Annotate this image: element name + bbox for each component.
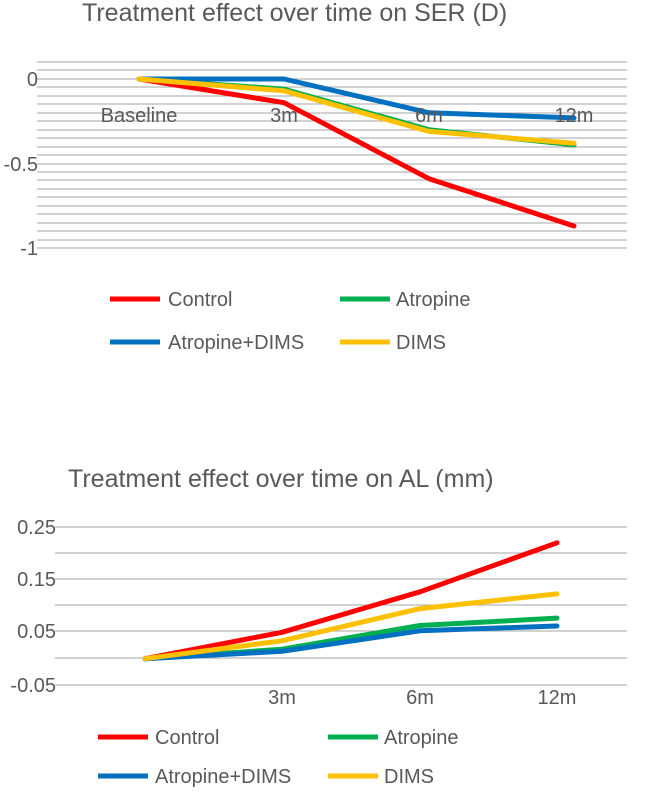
legend-item: Atropine [328,727,459,749]
y-tick-label: -1 [20,238,38,260]
series-lines [142,540,560,662]
series-line-atropine-dims [142,623,560,662]
series-line-control [142,540,560,662]
gridlines [55,526,627,686]
series-line-dims [142,591,560,662]
legend-label: Control [168,289,232,311]
legend-item: DIMS [340,332,446,354]
chart-title: Treatment effect over time on SER (D) [82,0,507,27]
x-tick-label: 6m [406,687,434,709]
legend-label: DIMS [384,766,434,788]
legend-item: Atropine [340,289,471,311]
y-tick-label: 0.25 [17,517,56,539]
legend-label: Atropine+DIMS [168,332,304,354]
legend-label: Atropine [384,727,459,749]
y-tick-label: -0.05 [10,675,56,697]
legend-item: Atropine+DIMS [98,766,291,788]
y-tick-label: 0 [27,69,38,91]
x-tick-label: 6m [415,105,443,127]
legend-item: Control [110,289,232,311]
y-tick-label: 0.05 [17,621,56,643]
y-tick-label: -0.5 [4,154,38,176]
x-tick-label: 3m [270,105,298,127]
series-line-atropine-dims [136,76,577,121]
legend-label: DIMS [396,332,446,354]
x-tick-label: 12m [538,687,577,709]
chart-1: Treatment effect over time on SER (D) 0 -0… [4,0,627,354]
legend-item: Atropine+DIMS [110,332,304,354]
series-lines [136,76,577,229]
chart-2: Treatment effect over time on AL (mm) 0.2… [10,465,627,788]
y-tick-label: 0.15 [17,569,56,591]
legend-label: Control [155,727,219,749]
legend: Control Atropine Atropine+DIMS DIMS [98,727,459,788]
chart-title: Treatment effect over time on AL (mm) [68,465,494,493]
series-line-control [136,76,577,229]
series-line-dims [136,76,577,146]
legend-label: Atropine+DIMS [155,766,291,788]
legend: Control Atropine Atropine+DIMS DIMS [110,289,471,354]
legend-item: Control [98,727,219,749]
legend-label: Atropine [396,289,471,311]
gridlines [37,61,627,249]
x-tick-label: 12m [555,105,594,127]
x-tick-label: Baseline [101,105,178,127]
x-tick-label: 3m [268,687,296,709]
legend-item: DIMS [328,766,434,788]
